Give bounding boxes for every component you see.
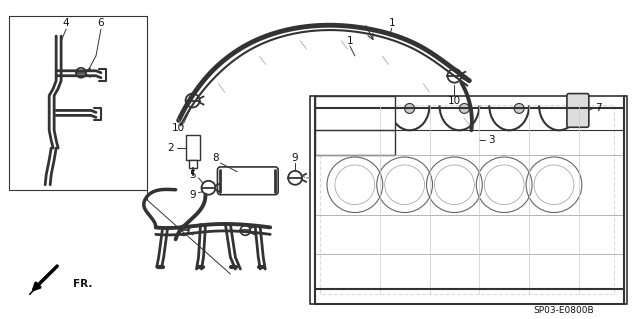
Bar [310,96,627,304]
Text: SP03-E0800B: SP03-E0800B [534,306,595,315]
Circle shape [460,103,469,114]
Text: 10: 10 [172,123,185,133]
Bar [186,135,200,160]
Bar [189,160,196,168]
Text: 3: 3 [488,135,495,145]
Text: 2: 2 [167,143,174,153]
Bar [10,16,147,190]
Text: 9: 9 [292,153,298,163]
Text: 7: 7 [595,103,602,114]
Bar [467,148,476,156]
Bar [320,106,614,294]
Circle shape [404,103,415,114]
Text: 8: 8 [212,153,219,163]
Text: 9: 9 [189,190,196,200]
Circle shape [350,103,360,114]
Bar [465,130,478,148]
Text: 1: 1 [388,18,395,28]
Text: FR.: FR. [73,279,92,289]
Text: 1: 1 [346,36,353,46]
Polygon shape [29,268,56,295]
Text: 4: 4 [63,18,69,28]
Circle shape [569,103,579,114]
Bar [315,96,395,155]
FancyBboxPatch shape [218,167,278,195]
Text: 10: 10 [448,95,461,106]
Text: 5: 5 [189,170,196,180]
Text: 6: 6 [98,18,104,28]
FancyBboxPatch shape [567,93,589,127]
Circle shape [514,103,524,114]
